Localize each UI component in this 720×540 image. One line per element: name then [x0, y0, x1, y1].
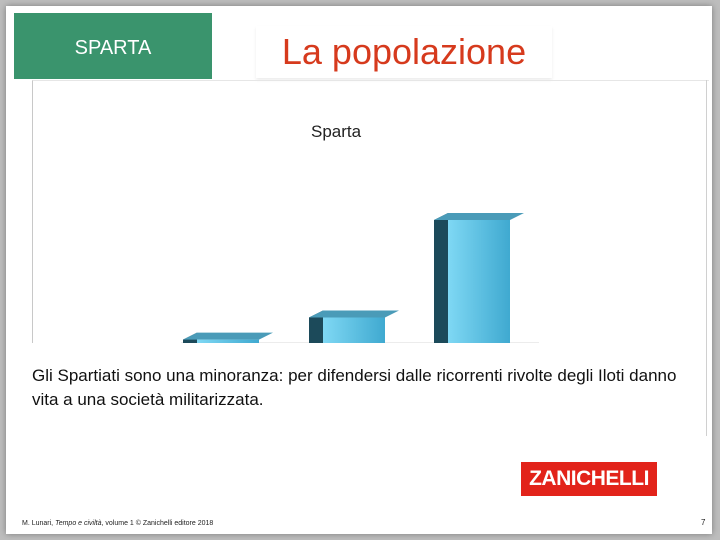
bar-3: [434, 213, 524, 343]
bar-front: [323, 317, 385, 343]
page-number: 7: [701, 518, 706, 527]
footer-suffix: , volume 1 © Zanichelli editore 2018: [101, 520, 214, 527]
footer-prefix: M. Lunari,: [22, 520, 56, 527]
bar-2: [309, 310, 399, 343]
bar-front: [448, 220, 510, 343]
slide-caption: Gli Spartiati sono una minoranza: per di…: [32, 366, 677, 409]
section-label: SPARTA: [14, 13, 212, 79]
bar-top: [183, 332, 273, 340]
chart-frame: Sparta: [32, 80, 709, 343]
bar-top: [309, 310, 399, 318]
bar-side: [309, 310, 323, 343]
bar-1: [183, 332, 273, 343]
footer-book-title: Tempo e civiltà: [55, 520, 102, 527]
footer-credit: M. Lunari, Tempo e civiltà, volume 1 © Z…: [22, 520, 213, 527]
slide: SPARTA La popolazione Sparta Gli Spartia…: [6, 6, 712, 534]
zanichelli-logo: ZANICHELLI: [521, 462, 657, 496]
divider: [706, 80, 707, 436]
bar-side: [434, 213, 448, 343]
bar-chart: Sparta: [181, 122, 539, 343]
page-title: La popolazione: [256, 26, 552, 78]
chart-title: Sparta: [311, 122, 362, 141]
bar-top: [434, 213, 524, 220]
bar-front: [197, 339, 259, 343]
